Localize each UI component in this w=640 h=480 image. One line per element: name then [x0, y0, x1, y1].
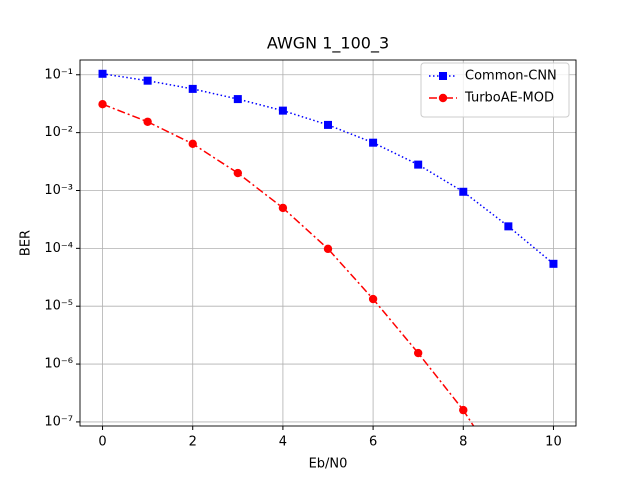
data-point	[143, 117, 152, 126]
series-line	[102, 103, 475, 426]
y-tick-label: 10⁻⁴	[44, 241, 73, 256]
x-tick-label: 6	[369, 435, 377, 450]
plot-area	[98, 69, 558, 426]
y-tick-label: 10⁻²	[44, 125, 73, 140]
y-tick-label: 10⁻⁶	[44, 357, 73, 372]
y-tick-label: 10⁻³	[44, 183, 73, 198]
legend-label: TurboAE-MOD	[464, 91, 554, 106]
data-point	[98, 69, 107, 78]
x-axis-label: Eb/N0	[309, 457, 348, 472]
data-point	[233, 168, 243, 178]
data-point	[188, 84, 197, 93]
x-tick-label: 0	[98, 435, 106, 450]
data-point	[278, 203, 288, 213]
x-tick-label: 2	[189, 435, 197, 450]
y-axis-label: BER	[19, 230, 34, 256]
data-point	[323, 244, 333, 254]
x-tick-label: 4	[279, 435, 287, 450]
data-point	[143, 76, 152, 85]
data-point	[414, 160, 423, 169]
data-point	[324, 120, 332, 129]
y-tick-label: 10⁻⁷	[44, 414, 73, 429]
data-point	[413, 348, 423, 358]
data-point	[459, 405, 468, 415]
data-point	[233, 95, 242, 104]
legend-label: Common-CNN	[465, 69, 557, 84]
legend-marker	[438, 93, 448, 103]
data-point	[98, 99, 107, 109]
data-point	[188, 139, 197, 149]
data-point	[369, 138, 378, 147]
x-tick-label: 8	[459, 435, 467, 450]
data-point	[368, 294, 378, 304]
y-tick-label: 10⁻¹	[44, 67, 73, 82]
axes-frame	[79, 59, 577, 427]
data-point	[504, 222, 513, 231]
series-line	[102, 73, 554, 265]
x-tick-label: 10	[545, 435, 562, 450]
data-point	[549, 259, 558, 268]
chart-title: AWGN 1_100_3	[267, 34, 389, 54]
y-tick-label: 10⁻⁵	[44, 299, 73, 314]
legend-box	[420, 62, 570, 118]
legend-marker	[439, 72, 447, 80]
data-point	[278, 106, 287, 115]
data-point	[459, 187, 468, 196]
